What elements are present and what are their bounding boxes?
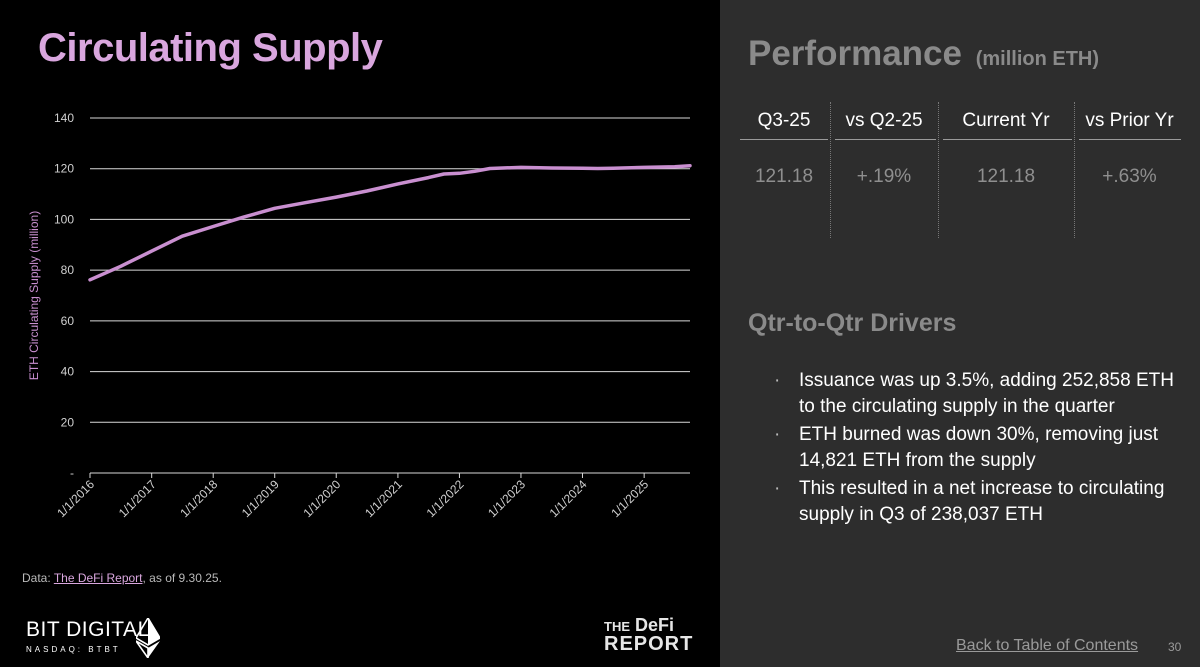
y-tick-label: 40: [61, 365, 75, 379]
column-divider: [938, 102, 939, 238]
data-source: Data: The DeFi Report, as of 9.30.25.: [22, 571, 222, 585]
list-item: · This resulted in a net increase to circ…: [770, 476, 1180, 528]
y-tick-label: -: [70, 466, 74, 480]
performance-table: Q3-25 121.18 vs Q2-25 +.19% Current Yr 1…: [738, 102, 1185, 238]
metric-header: vs Q2-25: [845, 110, 923, 131]
driver-text: Issuance was up 3.5%, adding 252,858 ETH…: [799, 370, 1174, 417]
y-tick-label: 20: [61, 415, 75, 429]
x-tick-label: 1/1/2016: [54, 477, 97, 520]
brand-ticker: NASDAQ: BTBT: [26, 645, 121, 654]
metric-header: vs Prior Yr: [1085, 110, 1174, 131]
x-tick-label: 1/1/2017: [116, 477, 159, 520]
bullet: ·: [774, 424, 781, 445]
x-tick-label: 1/1/2022: [424, 477, 467, 520]
bit-digital-logo: BIT DIGITAL NASDAQ: BTBT: [26, 618, 150, 654]
driver-text: This resulted in a net increase to circu…: [799, 478, 1165, 525]
metric-q3-25: Q3-25 121.18: [738, 102, 830, 238]
metric-value: +.63%: [1102, 166, 1157, 187]
x-tick-label: 1/1/2024: [547, 477, 590, 520]
metric-value: 121.18: [754, 166, 814, 187]
source-link[interactable]: The DeFi Report: [53, 571, 143, 585]
left-panel: Circulating Supply - 20 40 60 80 100 120 140 1/1…: [22, 26, 693, 658]
y-tick-label: 140: [54, 111, 74, 125]
brand-name: BIT DIGITAL: [26, 618, 150, 641]
back-to-toc-link[interactable]: Back to Table of Contents: [956, 637, 1139, 654]
header-underline: [740, 139, 828, 140]
performance-title: Performance (million ETH): [748, 34, 1099, 74]
logo-report: REPORT: [604, 633, 694, 655]
logo-the: THE: [604, 619, 630, 634]
y-tick-label: 100: [54, 212, 74, 226]
metric-vs-q2-25: vs Q2-25 +.19%: [830, 102, 938, 238]
performance-title-text: Performance: [748, 34, 962, 73]
logo-defi: DeFi: [635, 615, 675, 635]
metric-value: +.19%: [856, 166, 912, 187]
y-axis-label: ETH Circulating Supply (million): [27, 211, 41, 380]
supply-series-line: [88, 163, 692, 282]
header-underline: [835, 139, 936, 140]
right-panel: [720, 0, 1200, 667]
x-tick-label: 1/1/2020: [300, 477, 343, 520]
list-item: · Issuance was up 3.5%, adding 252,858 ET…: [770, 368, 1180, 420]
source-suffix: , as of 9.30.25.: [142, 571, 222, 585]
y-tick-label: 60: [61, 314, 75, 328]
bullet: ·: [774, 370, 781, 391]
column-divider: [1074, 102, 1075, 238]
header-underline: [943, 139, 1072, 140]
x-tick-label: 1/1/2018: [177, 477, 220, 520]
defi-report-logo: THE DeFi REPORT: [604, 616, 693, 654]
metric-header: Current Yr: [962, 110, 1050, 131]
x-tick-label: 1/1/2021: [362, 477, 405, 520]
performance-unit: (million ETH): [975, 48, 1100, 70]
column-divider: [830, 102, 831, 238]
x-tick-label: 1/1/2025: [608, 477, 651, 520]
x-tick-label: 1/1/2019: [239, 477, 282, 520]
driver-text: ETH burned was down 30%, removing just 1…: [799, 424, 1159, 471]
x-tick-label: 1/1/2023: [485, 477, 528, 520]
source-prefix: Data:: [22, 571, 54, 585]
drivers-title: Qtr-to-Qtr Drivers: [748, 309, 957, 337]
list-item: · ETH burned was down 30%, removing just …: [770, 422, 1180, 474]
slide-title: Circulating Supply: [38, 26, 383, 70]
metric-vs-prior-yr: vs Prior Yr +.63%: [1074, 102, 1185, 238]
metric-header: Q3-25: [757, 110, 811, 131]
metric-current-yr: Current Yr 121.18: [938, 102, 1074, 238]
y-tick-label: 80: [61, 263, 75, 277]
metric-value: 121.18: [976, 166, 1036, 187]
drivers-list: · Issuance was up 3.5%, adding 252,858 ET…: [770, 368, 1180, 530]
supply-line-chart: - 20 40 60 80 100 120 140 1/1/2016 1/1/2017 1/1/20…: [27, 111, 692, 520]
header-underline: [1079, 139, 1181, 140]
ethereum-diamond-icon: [136, 618, 160, 658]
y-tick-label: 120: [54, 162, 74, 176]
page-number: 30: [1168, 640, 1182, 654]
bullet: ·: [774, 478, 781, 499]
